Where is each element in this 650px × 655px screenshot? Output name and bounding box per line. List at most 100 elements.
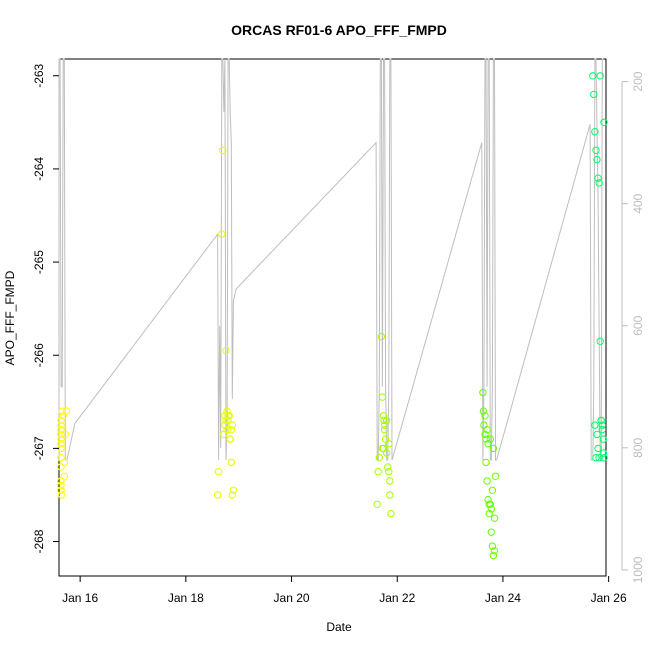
y-tick-label: -268 <box>32 529 46 553</box>
data-point-rf06 <box>593 430 601 439</box>
data-point-rf04 <box>491 472 500 480</box>
data-point-rf03 <box>380 416 388 425</box>
data-point-rf04 <box>483 426 491 434</box>
pressure-trace-layer <box>58 58 604 461</box>
data-point-rf02 <box>222 416 230 425</box>
data-point-rf03 <box>380 421 389 429</box>
data-point-rf02 <box>224 412 232 420</box>
y2-tick-label: 1000 <box>631 556 645 583</box>
data-point-rf02 <box>227 426 236 434</box>
pressure-trace-line <box>58 58 604 461</box>
x-tick-label: Jan 22 <box>379 591 415 605</box>
data-point-rf01 <box>62 407 71 415</box>
data-point-rf04 <box>488 486 497 494</box>
y2-tick-label: 400 <box>631 193 645 213</box>
data-point-rf01 <box>57 421 65 429</box>
y-tick-label: -263 <box>32 63 46 87</box>
y2-tick-label: 200 <box>631 71 645 91</box>
data-point-rf06 <box>595 179 603 187</box>
data-point-rf04 <box>488 542 497 550</box>
data-point-rf06 <box>596 72 604 80</box>
data-point-rf01 <box>57 486 65 494</box>
data-point-rf03 <box>378 393 387 401</box>
x-axis: Jan 16 Jan 18 Jan 20 Jan 22 Jan 24 Jan 26 <box>62 576 627 605</box>
data-point-rf06 <box>599 449 608 457</box>
data-point-rf06 <box>599 435 608 443</box>
data-point-rf02 <box>214 468 223 476</box>
y2-tick-label: 600 <box>631 315 645 335</box>
data-point-rf04 <box>481 412 489 420</box>
data-point-rf06 <box>600 454 608 462</box>
plot-frame <box>58 58 607 577</box>
y-tick-label: -264 <box>32 157 46 181</box>
data-point-rf06 <box>589 72 597 80</box>
data-point-rf02 <box>223 426 231 434</box>
data-point-rf01 <box>57 416 65 425</box>
data-point-rf06 <box>594 444 602 453</box>
data-point-rf04 <box>486 435 494 443</box>
data-point-rf04 <box>482 458 490 467</box>
data-point-rf03 <box>386 491 394 499</box>
data-point-rf06 <box>598 426 606 434</box>
y-tick-label: -267 <box>32 436 46 460</box>
data-point-rf01 <box>57 477 65 485</box>
x-tick-label: Jan 20 <box>274 591 310 605</box>
data-point-rf06 <box>596 337 604 345</box>
data-point-rf06 <box>590 90 598 99</box>
data-point-rf03 <box>384 463 392 471</box>
data-point-rf02 <box>223 407 231 415</box>
data-point-rf04 <box>481 430 489 439</box>
data-point-rf01 <box>57 491 66 499</box>
data-point-rf03 <box>374 468 382 476</box>
data-point-rf02 <box>226 435 234 443</box>
points-layer <box>57 72 608 560</box>
data-point-rf06 <box>592 454 600 462</box>
y-axis-label: APO_FFF_FMPD <box>3 270 17 365</box>
data-point-rf03 <box>383 416 391 425</box>
data-point-rf01 <box>60 472 69 480</box>
data-point-rf02 <box>229 486 238 494</box>
data-point-rf03 <box>380 426 389 434</box>
data-point-rf04 <box>490 514 499 522</box>
data-point-rf01 <box>57 430 65 439</box>
data-point-rf06 <box>591 421 599 429</box>
data-point-rf04 <box>484 440 492 448</box>
data-point-rf06 <box>592 146 600 155</box>
data-point-rf06 <box>594 174 602 182</box>
data-point-rf06 <box>598 421 606 429</box>
data-point-rf03 <box>373 500 381 508</box>
data-point-rf01 <box>61 430 70 439</box>
data-point-rf02 <box>219 146 227 155</box>
y-tick-label: -265 <box>32 250 46 274</box>
data-point-rf04 <box>489 551 498 560</box>
data-point-rf04 <box>490 547 499 555</box>
y-axis: -263 -264 -265 -266 -267 -268 <box>32 63 59 554</box>
data-point-rf06 <box>591 128 599 136</box>
x-axis-label: Date <box>326 620 352 634</box>
data-point-rf02 <box>228 491 237 499</box>
data-point-rf06 <box>597 416 605 425</box>
data-point-rf02 <box>218 230 226 238</box>
data-point-rf01 <box>57 481 65 490</box>
secondary-y-axis: 200 400 600 800 1000 <box>621 71 645 583</box>
data-point-rf04 <box>479 388 487 397</box>
data-point-rf02 <box>228 421 237 429</box>
data-point-rf04 <box>489 444 498 453</box>
data-point-rf04 <box>482 435 490 443</box>
data-point-rf03 <box>378 444 387 453</box>
y2-tick-label: 800 <box>631 437 645 457</box>
data-point-rf04 <box>479 407 488 415</box>
data-point-rf03 <box>386 477 394 485</box>
x-tick-label: Jan 26 <box>591 591 627 605</box>
data-point-rf01 <box>57 426 65 434</box>
data-point-rf03 <box>377 332 386 341</box>
data-point-rf01 <box>58 407 66 415</box>
y-tick-label: -266 <box>32 343 46 367</box>
data-point-rf03 <box>385 440 393 448</box>
data-point-rf02 <box>213 491 222 499</box>
data-point-rf01 <box>57 435 65 443</box>
data-point-rf04 <box>485 509 493 518</box>
data-point-rf01 <box>60 458 69 467</box>
data-point-rf03 <box>387 509 395 518</box>
